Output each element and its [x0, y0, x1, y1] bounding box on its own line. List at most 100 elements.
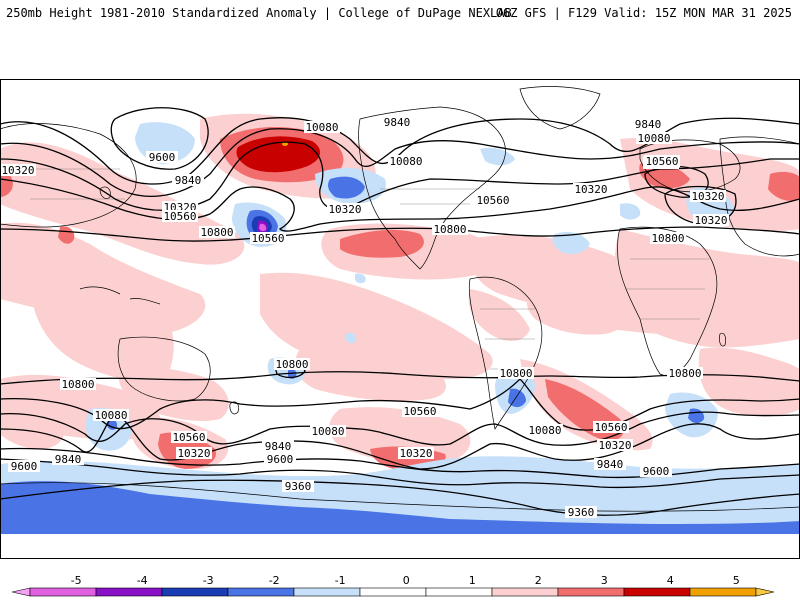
- contour-label: 9600: [264, 453, 296, 466]
- contour-label: 10560: [162, 210, 198, 223]
- contour-label: 10800: [650, 232, 686, 245]
- extreme-positive-shading: [282, 142, 288, 146]
- contour-label: 10320: [597, 439, 633, 452]
- contour-label: 10320: [690, 190, 726, 203]
- coastlines: [0, 86, 800, 512]
- svg-text:10080: 10080: [528, 424, 561, 437]
- colorbar-swatch: [161, 587, 229, 597]
- svg-text:10560: 10560: [251, 232, 284, 245]
- svg-text:9840: 9840: [175, 174, 202, 187]
- contour-label: 10560: [250, 232, 286, 245]
- colorbar-tick-label: -5: [71, 574, 82, 587]
- contour-label: 10320: [398, 447, 434, 460]
- contour-label: 10080: [527, 424, 563, 437]
- contour-label: 10800: [667, 367, 703, 380]
- colorbar-tick-label: -3: [203, 574, 214, 587]
- svg-text:10800: 10800: [668, 367, 701, 380]
- contour-label: 10560: [644, 155, 680, 168]
- svg-text:9840: 9840: [597, 458, 624, 471]
- svg-text:9600: 9600: [267, 453, 294, 466]
- svg-text:10320: 10320: [694, 214, 727, 227]
- svg-text:9840: 9840: [55, 453, 82, 466]
- svg-text:10320: 10320: [1, 164, 34, 177]
- contour-label: 9360: [282, 480, 314, 493]
- colorbar-swatch: [359, 587, 427, 597]
- svg-text:10080: 10080: [311, 425, 344, 438]
- svg-text:10800: 10800: [275, 358, 308, 371]
- svg-text:10320: 10320: [177, 447, 210, 460]
- colorbar-swatch: [227, 587, 295, 597]
- svg-text:9600: 9600: [11, 460, 38, 473]
- contour-label: 10080: [636, 132, 672, 145]
- contour-label: 9600: [8, 460, 40, 473]
- contour-label: 10800: [274, 358, 310, 371]
- colorbar-tick-label: -1: [335, 574, 346, 587]
- contour-label: 10320: [693, 214, 729, 227]
- svg-text:10800: 10800: [651, 232, 684, 245]
- contour-label: 10320: [573, 183, 609, 196]
- svg-text:10800: 10800: [200, 226, 233, 239]
- svg-text:9360: 9360: [568, 506, 595, 519]
- contour-label: 10560: [593, 421, 629, 434]
- svg-text:9840: 9840: [265, 440, 292, 453]
- svg-text:10560: 10560: [172, 431, 205, 444]
- anomaly-map: 9600 10320 9840 10320 10560 10800 10560 …: [0, 79, 800, 559]
- colorbar-swatches: [11, 587, 775, 597]
- svg-text:9840: 9840: [635, 118, 662, 131]
- svg-text:10320: 10320: [399, 447, 432, 460]
- colorbar-swatch: [293, 587, 361, 597]
- map-title: 250mb Height 1981-2010 Standardized Anom…: [6, 6, 512, 20]
- svg-text:10800: 10800: [61, 378, 94, 391]
- svg-text:9600: 9600: [149, 151, 176, 164]
- contour-label: 10320: [0, 164, 36, 177]
- svg-text:10560: 10560: [476, 194, 509, 207]
- colorbar-over-arrow: [755, 587, 775, 597]
- colorbar-swatch: [557, 587, 625, 597]
- svg-text:10560: 10560: [403, 405, 436, 418]
- svg-text:10800: 10800: [433, 223, 466, 236]
- svg-text:10080: 10080: [637, 132, 670, 145]
- svg-text:10320: 10320: [598, 439, 631, 452]
- svg-text:10320: 10320: [328, 203, 361, 216]
- contour-label: 10080: [388, 155, 424, 168]
- strong-negative-shading: [251, 216, 272, 236]
- contour-label: 10560: [475, 194, 511, 207]
- contour-label: 9600: [146, 151, 178, 164]
- contour-label: 10800: [60, 378, 96, 391]
- contour-label: 10080: [310, 425, 346, 438]
- contour-label: 9840: [52, 453, 84, 466]
- contour-label: 10560: [171, 431, 207, 444]
- colorbar-under-arrow: [11, 587, 31, 597]
- colorbar-swatch: [689, 587, 757, 597]
- svg-text:10320: 10320: [691, 190, 724, 203]
- svg-text:10800: 10800: [499, 367, 532, 380]
- colorbar-tick-label: 4: [667, 574, 674, 587]
- model-run-info: 06Z GFS | F129 Valid: 15Z MON MAR 31 202…: [495, 6, 792, 20]
- contour-label: 9840: [172, 174, 204, 187]
- colorbar-tick-label: 0: [403, 574, 410, 587]
- colorbar-tick-label: 5: [733, 574, 740, 587]
- svg-text:10560: 10560: [163, 210, 196, 223]
- strong-positive-shading: [236, 136, 321, 173]
- svg-text:10080: 10080: [94, 409, 127, 422]
- contour-label: 9840: [594, 458, 626, 471]
- colorbar-swatch: [95, 587, 163, 597]
- colorbar: -5 -4 -3 -2 -1 0 1 2 3 4 5: [11, 574, 775, 597]
- colorbar-tick-label: 1: [469, 574, 476, 587]
- contour-label: 10800: [498, 367, 534, 380]
- contour-labels: 9600 10320 9840 10320 10560 10800 10560 …: [0, 116, 729, 519]
- svg-text:9840: 9840: [384, 116, 411, 129]
- contour-label: 10080: [304, 121, 340, 134]
- contour-label: 10800: [432, 223, 468, 236]
- contour-label: 10800: [199, 226, 235, 239]
- svg-text:10080: 10080: [389, 155, 422, 168]
- contour-label: 9360: [565, 506, 597, 519]
- contour-label: 9840: [262, 440, 294, 453]
- colorbar-swatch: [623, 587, 691, 597]
- contour-label: 10320: [176, 447, 212, 460]
- colorbar-tick-label: -4: [137, 574, 148, 587]
- contour-label: 9840: [632, 118, 664, 131]
- colorbar-tick-label: -2: [269, 574, 280, 587]
- svg-text:10560: 10560: [645, 155, 678, 168]
- contour-label: 10080: [93, 409, 129, 422]
